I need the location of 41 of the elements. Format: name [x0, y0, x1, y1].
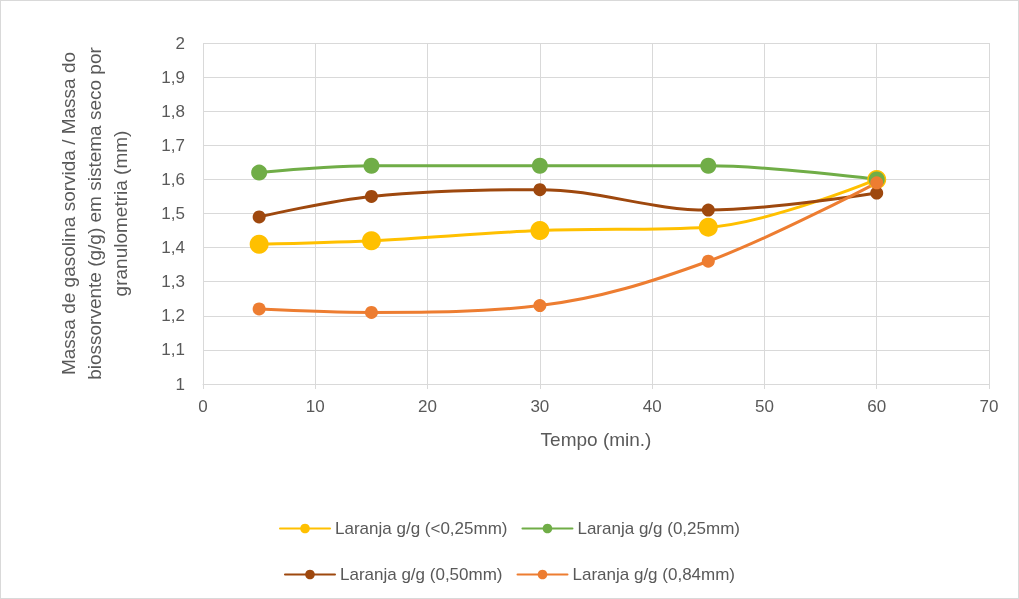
point	[252, 210, 266, 224]
y-tick-label: 1,3	[161, 272, 185, 292]
point	[251, 164, 268, 181]
legend-label: Laranja g/g (0,84mm)	[572, 565, 736, 584]
y-tick-label: 1,1	[161, 340, 185, 360]
point	[530, 221, 550, 241]
point	[361, 231, 381, 251]
x-tick-label: 60	[867, 397, 887, 416]
point	[700, 157, 717, 174]
point	[531, 157, 548, 174]
x-tick-label: 40	[642, 397, 662, 416]
x-tick-label: 0	[198, 397, 208, 416]
point	[249, 234, 269, 254]
y-tick-label: 2	[175, 33, 185, 53]
legend-label: Laranja g/g (0,25mm)	[577, 519, 740, 538]
y-tick-label: 1,9	[161, 67, 185, 87]
x-tick-label: 70	[979, 397, 999, 416]
x-tick-label: 20	[418, 397, 438, 416]
y-axis-title: Massa de gasolina sorvida / Massa do biossorvente (g/g) em sistema seco por granulometria (mm)	[57, 46, 131, 380]
point	[364, 189, 378, 203]
y-tick-label: 1	[175, 374, 185, 394]
point	[701, 203, 715, 217]
point	[701, 254, 715, 268]
legend-label: Laranja g/g (0,50mm)	[339, 565, 503, 584]
point	[698, 217, 718, 237]
y-tick-label: 1,6	[161, 169, 185, 189]
point	[533, 183, 547, 197]
y-tick-label: 1,8	[161, 101, 185, 121]
x-tick-label: 50	[754, 397, 774, 416]
point	[533, 299, 547, 313]
y-tick-label: 1,2	[161, 306, 185, 326]
x-tick-label: 30	[530, 397, 550, 416]
point	[364, 305, 378, 319]
y-tick-label: 1,4	[161, 238, 185, 258]
x-tick-label: 10	[305, 397, 325, 416]
point	[363, 157, 380, 174]
y-tick-label: 1,7	[161, 135, 185, 155]
x-axis-title: Tempo (min.)	[540, 429, 652, 450]
legend-label: Laranja g/g (<0,25mm)	[335, 519, 508, 538]
y-tick-label: 1,5	[161, 204, 185, 223]
point	[252, 302, 266, 316]
